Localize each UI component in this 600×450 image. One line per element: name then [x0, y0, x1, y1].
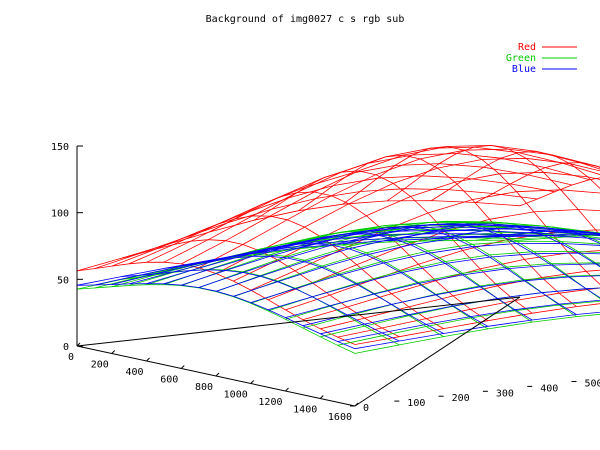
mesh-line-red-x11: [267, 209, 600, 301]
mesh-line-red-y9: [475, 162, 600, 203]
chart-title: Background of img0027 c s rgb sub: [206, 14, 405, 25]
x-tick-label-2: 400: [125, 367, 143, 378]
x-tick-mark-5: [250, 380, 255, 384]
legend-label-blue: Blue: [512, 64, 536, 75]
mesh-line-green-x2: [111, 233, 555, 288]
y-tick-label-2: 200: [452, 393, 470, 404]
mesh-line-green-y9: [475, 229, 600, 241]
mesh-line-red-x3: [128, 163, 573, 265]
y-tick-label-0: 0: [363, 403, 369, 414]
mesh-line-red-x5: [163, 146, 600, 263]
mesh-line-red-y10: [519, 177, 600, 207]
mesh-line-blue-y0: [76, 283, 356, 350]
mesh-line-blue-y9: [475, 230, 600, 238]
y-tick-label-5: 500: [585, 379, 600, 390]
legend-label-red: Red: [518, 42, 536, 53]
mesh-line-red-x4: [146, 153, 590, 263]
mesh-line-blue-x7: [198, 224, 600, 288]
mesh-line-blue-y10: [519, 234, 600, 237]
mesh-line-blue-x9: [233, 234, 600, 297]
y-tick-label-3: 300: [496, 388, 514, 399]
axes: 0 50 100 150 0 200 400 600 800 1000 1200 1400 1600 0 1…: [51, 142, 600, 423]
x-tick-mark-6: [285, 387, 289, 392]
surfaces: [76, 144, 600, 354]
mesh-line-blue-x3: [128, 229, 573, 285]
x-tick-label-8: 1600: [328, 412, 352, 423]
mesh-line-blue-x15: [337, 299, 600, 342]
z-tick-label-3: 150: [51, 142, 69, 153]
mesh-line-blue-x12: [285, 263, 600, 318]
x-tick-mark-7: [319, 395, 324, 399]
mesh-line-blue-x14: [320, 287, 600, 335]
surface-blue: [76, 223, 600, 350]
x-tick-mark-8: [354, 402, 359, 407]
x-tick-label-4: 800: [195, 382, 213, 393]
x-tick-mark-0: [76, 342, 81, 347]
mesh-line-blue-x5: [163, 224, 600, 285]
mesh-line-green-x13: [302, 274, 600, 329]
z-tick-label-2: 100: [51, 209, 69, 220]
mesh-line-red-x1: [94, 188, 538, 269]
mesh-line-blue-x1: [94, 235, 538, 286]
x-tick-mark-3: [180, 365, 185, 369]
mesh-line-blue-x16: [354, 311, 600, 350]
x-tick-mark-2: [146, 357, 150, 362]
mesh-line-red-x8: [215, 157, 600, 274]
mesh-line-blue-x10: [250, 242, 600, 303]
mesh-line-green-x16: [354, 313, 600, 354]
mesh-line-red-x6: [181, 144, 600, 265]
mesh-line-green-x15: [337, 300, 600, 346]
x-tick-label-7: 1400: [293, 405, 317, 416]
legend-label-green: Green: [506, 53, 536, 64]
x-tick-label-0: 0: [68, 352, 74, 363]
mesh-line-red-x15: [337, 287, 600, 338]
mesh-line-green-y2: [165, 254, 444, 337]
x-tick-label-6: 1200: [258, 397, 282, 408]
mesh-line-red-x12: [285, 229, 600, 311]
mesh-line-blue-x13: [302, 275, 600, 327]
mesh-line-red-x10: [250, 189, 600, 291]
mesh-line-blue-y2: [165, 255, 444, 334]
mesh-line-blue-x8: [215, 228, 600, 292]
y-tick-label-4: 400: [540, 383, 558, 394]
mesh-line-green-x10: [250, 240, 600, 304]
mesh-line-green-x11: [267, 251, 600, 312]
x-tick-label-3: 600: [160, 375, 178, 386]
x-tick-mark-1: [111, 350, 116, 354]
mesh-line-red-x13: [302, 250, 600, 321]
surface-green: [76, 220, 600, 354]
mesh-line-blue-x11: [267, 252, 600, 311]
mesh-line-red-x7: [198, 148, 600, 269]
mesh-line-red-x2: [111, 175, 555, 267]
x-tick-label-1: 200: [91, 360, 109, 371]
mesh-line-red-x16: [354, 303, 600, 345]
x-tick-mark-4: [215, 372, 220, 377]
y-tick-label-1: 100: [407, 398, 425, 409]
mesh-line-red-y0: [76, 261, 356, 345]
mesh-line-green-x0: [76, 239, 521, 290]
z-tick-label-0: 0: [63, 342, 69, 353]
z-tick-label-1: 50: [57, 275, 69, 286]
floor-left-edge: [76, 296, 521, 347]
y-axis-line: [354, 296, 521, 407]
mesh-line-blue-y1: [121, 269, 400, 342]
x-tick-label-5: 1000: [224, 390, 248, 401]
mesh-line-green-y0: [76, 284, 356, 354]
